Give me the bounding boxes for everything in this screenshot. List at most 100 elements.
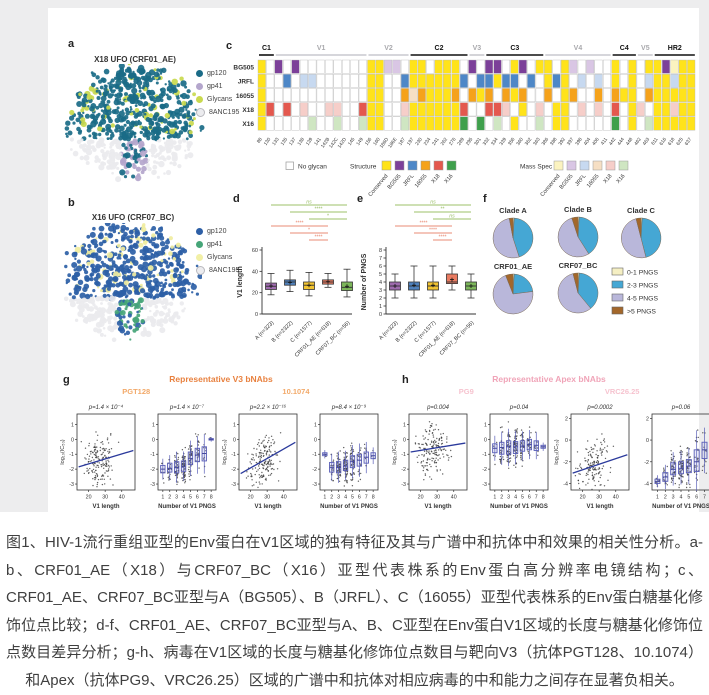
protein-density-dot (186, 141, 190, 145)
y-tick-label: 1 (484, 422, 487, 428)
protein-density-dot (186, 89, 191, 94)
data-point (343, 452, 345, 454)
data-point (268, 474, 270, 477)
protein-density-dot (95, 237, 98, 240)
data-point (181, 449, 184, 451)
protein-density-dot (115, 161, 119, 166)
legend-label: gp41 (207, 241, 223, 248)
protein-density-dot (123, 332, 127, 336)
glycan-cell (687, 74, 696, 88)
data-point (174, 456, 176, 458)
position-tick-label: 130 (263, 136, 273, 146)
glycan-cell (687, 88, 696, 103)
protein-density-dot (168, 318, 172, 322)
plot-frame (489, 413, 549, 491)
protein-density-dot (172, 273, 178, 279)
data-point (249, 461, 251, 463)
y-tick-label: -4 (563, 481, 568, 487)
data-point (344, 480, 346, 482)
data-point (177, 481, 179, 483)
protein-density-dot (89, 277, 94, 282)
data-point (336, 469, 339, 472)
protein-density-dot (145, 273, 149, 277)
data-point (598, 480, 600, 483)
protein-density-dot (110, 152, 115, 158)
protein-density-dot (106, 280, 111, 285)
glycan-cell (308, 102, 317, 117)
protein-density-dot (75, 291, 78, 294)
data-point (96, 439, 98, 441)
position-tick-label: 360 (515, 136, 525, 146)
glycan-cell (451, 102, 460, 117)
protein-density-dot (117, 253, 122, 258)
protein-density-dot (135, 326, 140, 331)
x-axis-title: Number of V1 PNGS (320, 504, 378, 510)
data-point (336, 455, 338, 457)
data-point (424, 437, 427, 439)
protein-density-dot (115, 79, 122, 86)
protein-density-dot (92, 303, 96, 307)
data-point (590, 448, 593, 451)
legend-label: gp41 (207, 83, 223, 90)
legend-color-swatch (618, 160, 629, 171)
glycan-cell (291, 59, 300, 74)
protein-density-dot (98, 79, 103, 84)
protein-density-dot (71, 295, 76, 300)
p-value-label: p=0.004 (426, 405, 450, 411)
glycan-cell (442, 116, 451, 131)
data-point (263, 454, 265, 457)
data-point (95, 466, 97, 468)
glycan-cell (653, 102, 662, 117)
no-glycan-label: No glycan (298, 164, 327, 171)
data-point (268, 459, 271, 461)
data-point (97, 456, 100, 458)
glycan-cell (426, 116, 435, 131)
pie-legend-label: 4-5 PNGS (627, 295, 658, 302)
data-point (353, 473, 355, 475)
protein-density-dot (140, 236, 143, 239)
pie-legend-label: 0-1 PNGS (627, 269, 658, 276)
protein-density-dot (127, 64, 131, 66)
legend-series-label: X16 (444, 173, 455, 184)
glycan-cell (257, 102, 266, 117)
protein-density-dot (172, 152, 178, 158)
protein-density-dot (177, 119, 182, 125)
glycan-cell (367, 116, 376, 131)
data-point (339, 450, 341, 452)
glycan-cell (341, 59, 350, 74)
x-tick-label: 6 (528, 495, 531, 501)
data-point (600, 474, 602, 476)
x-tick-label: 1 (656, 495, 659, 501)
data-point (103, 449, 105, 452)
data-point (92, 468, 95, 471)
regression-line (572, 454, 628, 474)
glycan-cell (662, 88, 671, 103)
data-point (346, 474, 348, 476)
data-point (364, 452, 366, 455)
x-tick-label: 3 (507, 495, 510, 501)
glycan-cell (535, 59, 544, 74)
legend-swatch-icon (196, 241, 203, 248)
protein-density-dot (141, 165, 147, 172)
glycan-cell (527, 88, 536, 103)
protein-density-dot (142, 240, 148, 245)
protein-density-dot (81, 246, 85, 250)
data-point (270, 472, 273, 475)
data-point (433, 452, 435, 455)
data-point (352, 468, 355, 470)
protein-density-dot (166, 88, 170, 92)
data-point (97, 466, 100, 468)
protein-density-dot (112, 291, 117, 297)
data-point (258, 474, 260, 476)
x-tick-label: 2 (168, 495, 171, 501)
protein-density-dot (134, 317, 140, 323)
protein-density-dot (184, 85, 188, 89)
glycan-cell (670, 116, 679, 131)
box (342, 459, 349, 472)
data-point (339, 458, 341, 461)
protein-density-dot (86, 265, 89, 269)
protein-density-dot (161, 251, 166, 255)
data-point (705, 461, 707, 463)
glycan-cell (291, 116, 300, 131)
x-tick-label: 30 (102, 495, 108, 501)
